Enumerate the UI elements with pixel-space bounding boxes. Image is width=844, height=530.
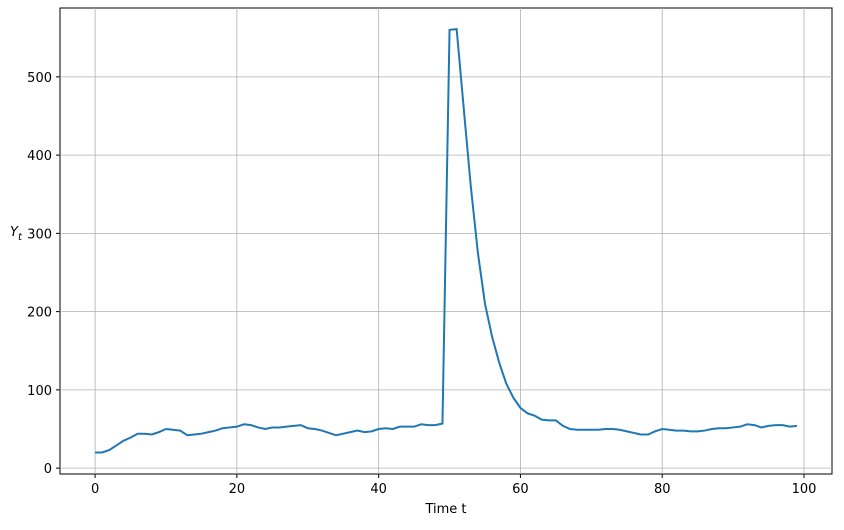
y-tick-label: 300	[27, 227, 52, 242]
x-tick-label: 20	[229, 482, 246, 497]
y-tick-label: 0	[44, 462, 52, 477]
plot-frame	[59, 7, 833, 475]
y-label-subscript: t	[18, 232, 23, 243]
data-line	[95, 28, 798, 454]
y-label-base: Y	[10, 225, 19, 240]
x-tick-label: 100	[792, 482, 817, 497]
y-tick-label: 400	[27, 149, 52, 164]
y-tick-label: 100	[27, 384, 52, 399]
x-tick-label: 80	[654, 482, 671, 497]
x-tick-label: 0	[91, 482, 99, 497]
y-tick-label: 500	[27, 71, 52, 86]
x-tick-label: 60	[512, 482, 529, 497]
y-axis-label: Yt	[10, 225, 23, 243]
y-tick-label: 200	[27, 306, 52, 321]
x-tick-label: 40	[370, 482, 387, 497]
x-axis-label: Time t	[424, 502, 466, 517]
